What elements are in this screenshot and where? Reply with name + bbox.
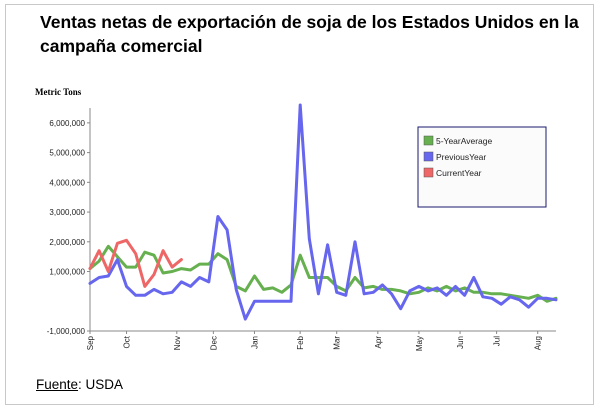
gridlines — [89, 108, 556, 332]
legend-swatch — [423, 135, 434, 146]
legend-label: CurrentYear — [436, 168, 482, 178]
legend-box — [417, 126, 547, 208]
x-tick-label: Apr — [374, 336, 383, 349]
legend-label: PreviousYear — [436, 152, 486, 162]
y-tick-label: 5,000,000 — [49, 149, 85, 158]
series-line-5-yearaverage — [88, 244, 558, 303]
source-label: Fuente — [36, 377, 79, 392]
x-tick-labels: Sep Oct Nov Dec Jan Feb Mar Apr May Jun Jul Aug — [86, 331, 543, 351]
source-text: : USDA — [78, 377, 124, 392]
x-tick-label: Aug — [534, 336, 543, 350]
y-tick-label: 2,000,000 — [49, 238, 85, 247]
x-tick-label: Sep — [86, 335, 95, 350]
y-tick-label: 1,000,000 — [49, 268, 85, 277]
series-line-currentyear — [88, 238, 183, 288]
legend-swatch — [423, 167, 434, 178]
x-tick-label: Mar — [333, 336, 342, 350]
series-lines — [88, 103, 558, 321]
x-tick-label: Jun — [456, 336, 465, 349]
source-note: Fuente: USDA — [36, 377, 123, 392]
y-tick-label: -1,000,000 — [47, 327, 86, 336]
y-axis-label: Metric Tons — [35, 87, 82, 97]
y-tick-label: 4,000,000 — [49, 178, 85, 187]
x-tick-label: Oct — [123, 335, 132, 348]
legend: 5-YearAverage PreviousYear CurrentYear — [417, 126, 547, 208]
x-tick-label: Jan — [250, 336, 259, 349]
legend-label: 5-YearAverage — [436, 136, 493, 146]
x-tick-label: Nov — [173, 336, 182, 350]
y-tick-labels: -1,000,000 1,000,000 2,000,000 3,000,000 4,0… — [47, 119, 90, 336]
x-tick-label: Dec — [209, 336, 218, 350]
y-tick-label: 6,000,000 — [49, 119, 85, 128]
x-tick-label: Feb — [296, 335, 305, 349]
x-tick-label: Jul — [493, 336, 502, 346]
y-tick-label: 3,000,000 — [49, 208, 85, 217]
legend-swatch — [423, 151, 434, 162]
x-tick-label: May — [415, 336, 424, 351]
series-line-previousyear — [88, 103, 558, 321]
chart-title: Ventas netas de exportación de soja de l… — [40, 12, 579, 56]
